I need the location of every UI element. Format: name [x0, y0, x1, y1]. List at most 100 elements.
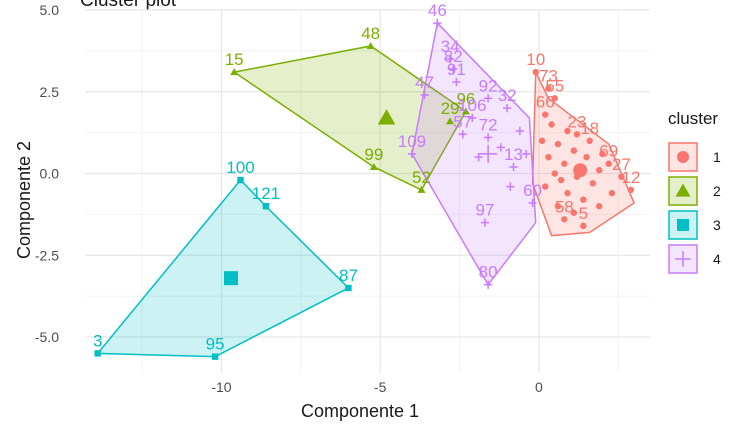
point-cluster-4 — [452, 77, 461, 87]
point-label: 48 — [361, 24, 380, 43]
point-cluster-1 — [554, 140, 562, 148]
point-label: 15 — [225, 50, 244, 69]
point-label: 80 — [479, 263, 498, 282]
point-cluster-2 — [446, 117, 455, 125]
legend-label: 3 — [713, 217, 721, 233]
point-cluster-1 — [605, 160, 612, 167]
point-cluster-3 — [211, 353, 219, 360]
data-points — [94, 18, 635, 360]
point-label: 95 — [206, 335, 225, 354]
point-cluster-4 — [503, 103, 512, 113]
point-cluster-1 — [551, 95, 558, 102]
point-label: 13 — [504, 145, 523, 164]
point-cluster-1 — [538, 137, 546, 145]
y-axis-title: Componente 2 — [14, 141, 34, 259]
cluster-hull-3 — [96, 178, 350, 358]
point-cluster-1 — [545, 153, 552, 161]
point-label: 66 — [536, 93, 555, 112]
point-label: 10 — [526, 50, 545, 69]
point-cluster-4 — [509, 162, 518, 172]
point-label: 99 — [364, 145, 383, 164]
point-cluster-4 — [483, 280, 493, 289]
point-cluster-4 — [480, 218, 490, 227]
point-label: 27 — [612, 155, 631, 174]
point-cluster-1 — [580, 222, 587, 230]
point-cluster-1 — [599, 150, 606, 158]
point-cluster-1 — [596, 203, 603, 210]
legend-label: 4 — [713, 251, 721, 267]
point-cluster-4 — [522, 149, 531, 159]
y-tick-label: 2.5 — [40, 84, 60, 100]
centroid-cluster-1 — [573, 163, 588, 178]
legend-symbol-1 — [677, 151, 689, 163]
point-cluster-1 — [583, 153, 590, 161]
point-cluster-3 — [94, 350, 101, 357]
point-cluster-1 — [570, 209, 578, 216]
point-label: 73 — [539, 66, 558, 85]
point-cluster-1 — [551, 170, 558, 177]
legend-symbol-4 — [675, 251, 691, 267]
point-cluster-1 — [548, 121, 555, 128]
point-label: 106 — [458, 96, 486, 115]
point-label: 29 — [441, 99, 460, 118]
point-cluster-1 — [554, 203, 562, 210]
x-tick-label: 0 — [535, 379, 543, 395]
point-label: 97 — [475, 201, 494, 220]
point-cluster-1 — [561, 216, 568, 223]
point-cluster-1 — [573, 131, 581, 138]
x-tick-label: -5 — [374, 379, 387, 395]
point-label: 34 — [441, 37, 460, 56]
point-label: 46 — [428, 1, 447, 20]
point-cluster-1 — [545, 85, 552, 92]
point-cluster-4 — [483, 133, 493, 142]
axis-ticks: -10 -5 0 5.0 2.5 0.0 -2.5 -5.0 — [35, 2, 543, 395]
chart-title: Cluster plot — [80, 0, 177, 11]
legend-symbol-2 — [675, 183, 691, 197]
point-cluster-4 — [528, 198, 537, 208]
point-cluster-2 — [417, 185, 426, 193]
point-label: 55 — [545, 76, 564, 95]
cluster-hull-4 — [411, 21, 537, 287]
point-cluster-4 — [420, 90, 429, 100]
point-cluster-2 — [461, 107, 470, 115]
y-tick-label: 0.0 — [40, 166, 60, 182]
point-cluster-4 — [474, 153, 483, 162]
legend-title: cluster — [668, 109, 718, 128]
point-cluster-2 — [366, 41, 375, 49]
point-cluster-4 — [458, 130, 467, 139]
point-label: 60 — [523, 181, 542, 200]
point-label: 18 — [580, 119, 599, 138]
point-cluster-1 — [532, 68, 539, 76]
point-cluster-1 — [586, 137, 593, 145]
point-label: 100 — [226, 158, 254, 177]
point-cluster-1 — [564, 189, 571, 197]
point-label: 52 — [412, 168, 431, 187]
point-cluster-1 — [542, 183, 549, 190]
x-axis-title: Componente 1 — [301, 401, 419, 421]
point-label: 5 — [579, 204, 588, 223]
point-label: 91 — [447, 60, 466, 79]
point-cluster-1 — [608, 189, 616, 197]
point-cluster-4 — [515, 126, 525, 136]
point-label: 109 — [398, 132, 426, 151]
point-cluster-3 — [345, 284, 352, 292]
point-cluster-1 — [542, 111, 549, 118]
point-cluster-3 — [237, 176, 244, 184]
point-cluster-1 — [596, 167, 603, 174]
point-label: 58 — [555, 197, 574, 216]
point-label: 57 — [453, 112, 472, 131]
y-tick-label: -2.5 — [35, 247, 59, 263]
point-cluster-1 — [557, 176, 565, 184]
point-label: 72 — [479, 116, 498, 135]
point-cluster-4 — [407, 149, 417, 159]
point-cluster-1 — [618, 173, 625, 180]
point-cluster-4 — [433, 18, 442, 28]
legend: cluster 1 2 3 4 — [668, 109, 721, 274]
point-cluster-4 — [496, 143, 505, 152]
point-label: 121 — [252, 184, 280, 203]
centroid-cluster-4 — [479, 144, 498, 163]
point-label: 87 — [339, 266, 358, 285]
point-label: 92 — [479, 76, 498, 95]
